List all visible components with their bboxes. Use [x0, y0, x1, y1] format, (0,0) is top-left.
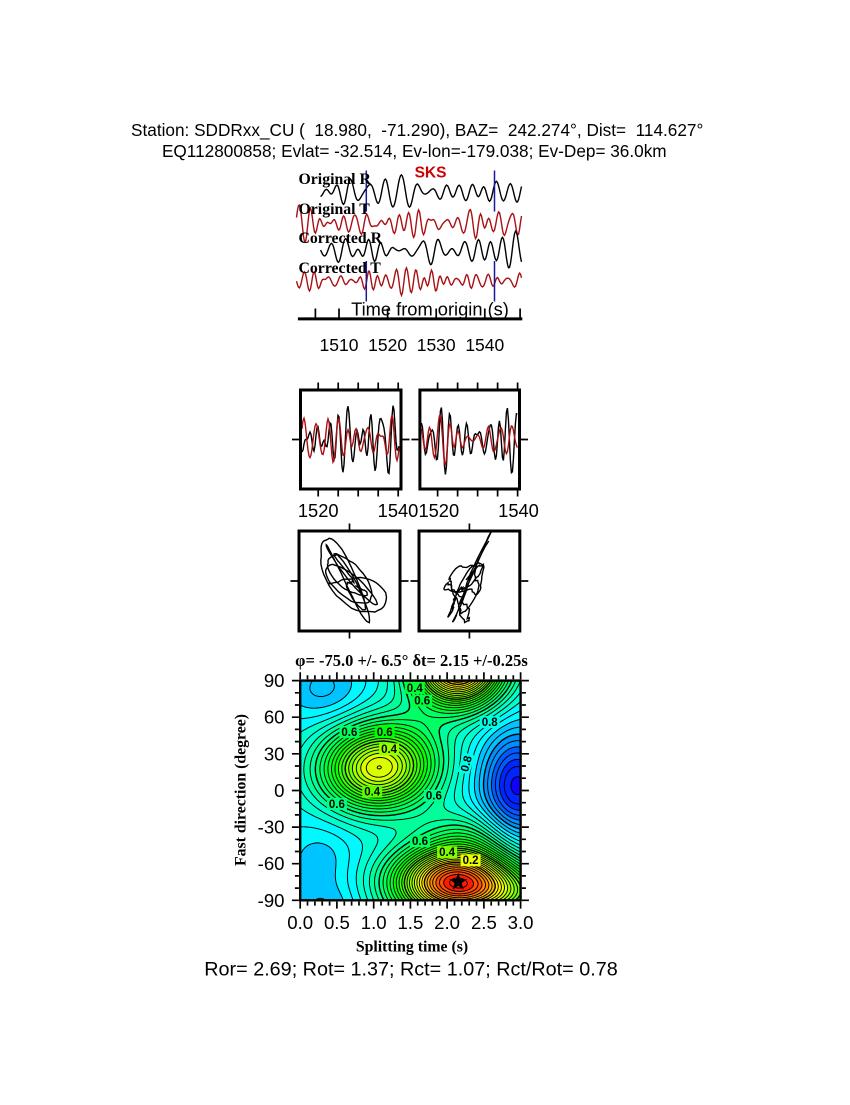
svg-text:0.6: 0.6: [412, 836, 428, 848]
svg-text:3.0: 3.0: [508, 912, 534, 933]
svg-text:Corrected T: Corrected T: [299, 260, 382, 277]
svg-text:1540: 1540: [498, 500, 539, 521]
svg-text:1540: 1540: [465, 335, 504, 355]
svg-text:1520: 1520: [298, 500, 339, 521]
svg-text:0.6: 0.6: [329, 799, 345, 811]
svg-text:0.4: 0.4: [381, 744, 398, 756]
svg-text:30: 30: [264, 743, 285, 764]
svg-text:Ror= 2.69; Rot= 1.37; Rct= 1.0: Ror= 2.69; Rot= 1.37; Rct= 1.07; Rct/Rot…: [204, 958, 617, 980]
svg-text:1520: 1520: [368, 335, 407, 355]
svg-text:0.8: 0.8: [482, 717, 499, 729]
svg-text:0.0: 0.0: [287, 912, 313, 933]
svg-text:φ= -75.0 +/- 6.5° δt= 2.15 +/-: φ= -75.0 +/- 6.5° δt= 2.15 +/-0.25s: [295, 651, 528, 670]
svg-text:0.8: 0.8: [459, 754, 475, 773]
svg-text:Station: SDDRxx_CU ( 18.980,: Station: SDDRxx_CU ( 18.980, -71.290), B…: [131, 120, 703, 140]
svg-text:2.5: 2.5: [471, 912, 497, 933]
svg-text:SKS: SKS: [415, 165, 447, 182]
svg-text:Time from origin (s): Time from origin (s): [351, 299, 509, 320]
svg-text:1.0: 1.0: [361, 912, 387, 933]
svg-text:0.6: 0.6: [377, 727, 393, 739]
svg-text:0.5: 0.5: [324, 912, 350, 933]
svg-text:-30: -30: [258, 817, 285, 838]
svg-text:0.6: 0.6: [341, 727, 357, 739]
svg-text:1.5: 1.5: [397, 912, 423, 933]
svg-text:0.6: 0.6: [414, 696, 430, 708]
svg-text:Splitting time (s): Splitting time (s): [356, 939, 468, 956]
svg-text:90: 90: [264, 670, 285, 691]
svg-text:1530: 1530: [417, 335, 456, 355]
svg-text:0.6: 0.6: [426, 791, 442, 803]
svg-text:1520: 1520: [418, 500, 459, 521]
svg-text:Original R: Original R: [299, 171, 372, 188]
svg-text:-90: -90: [258, 890, 285, 911]
svg-text:Original T: Original T: [299, 201, 371, 218]
svg-text:1540: 1540: [378, 500, 419, 521]
svg-text:0: 0: [274, 780, 284, 801]
svg-text:0.4: 0.4: [407, 683, 424, 695]
svg-text:0.4: 0.4: [364, 787, 381, 799]
svg-text:0.2: 0.2: [463, 855, 479, 867]
svg-text:-60: -60: [258, 853, 285, 874]
svg-text:60: 60: [264, 707, 285, 728]
svg-text:2.0: 2.0: [434, 912, 460, 933]
svg-text:0.4: 0.4: [439, 847, 456, 859]
svg-text:Fast direction (degree): Fast direction (degree): [233, 714, 250, 866]
svg-text:1510: 1510: [320, 335, 359, 355]
svg-text:EQ112800858; Evlat= -32.514, E: EQ112800858; Evlat= -32.514, Ev-lon=-179…: [162, 141, 667, 161]
svg-text:Corrected R: Corrected R: [299, 230, 383, 247]
